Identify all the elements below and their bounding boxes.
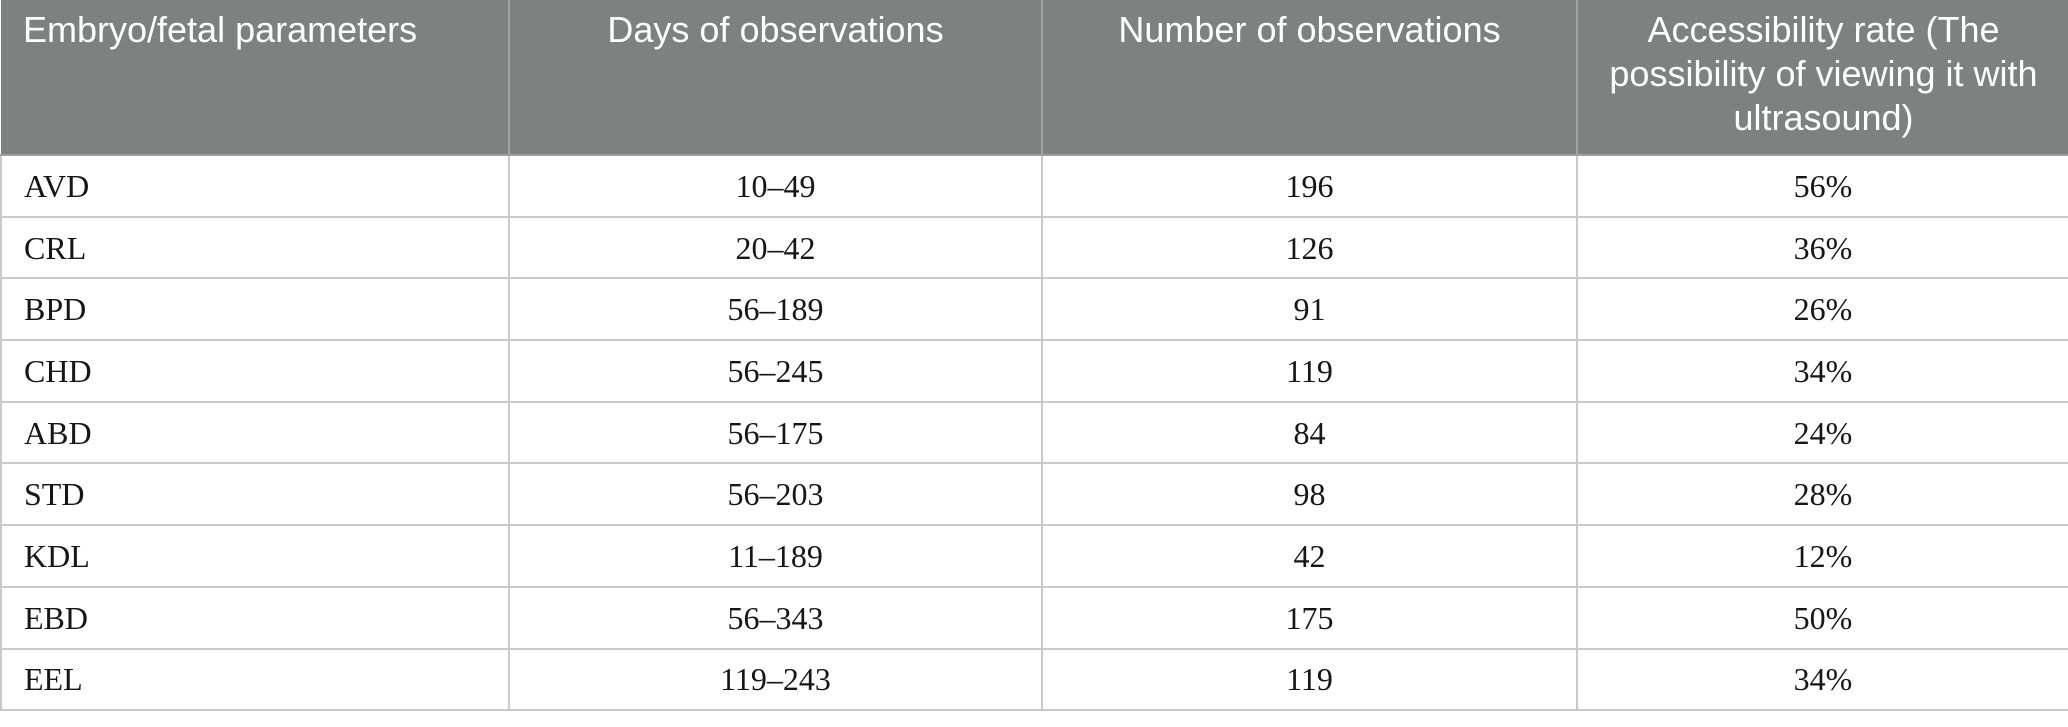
table-row: EEL 119–243 119 34% (0, 647, 2068, 712)
table-row: CRL 20–42 126 36% (0, 215, 2068, 280)
cell-accessibility: 36% (1576, 215, 2068, 280)
cell-days: 20–42 (508, 215, 1043, 280)
column-header-accessibility: Accessibility rate (The possibility of v… (1576, 0, 2068, 156)
cell-observations: 84 (1041, 400, 1578, 465)
cell-observations: 119 (1041, 647, 1578, 712)
cell-accessibility: 28% (1576, 462, 2068, 527)
cell-parameter: KDL (0, 524, 510, 588)
cell-days: 56–245 (508, 339, 1043, 403)
cell-days: 56–343 (508, 585, 1043, 650)
cell-accessibility: 56% (1576, 154, 2068, 218)
cell-days: 56–189 (508, 277, 1043, 342)
table-row: AVD 10–49 196 56% (0, 154, 2068, 218)
cell-days: 56–203 (508, 462, 1043, 527)
column-header-days: Days of observations (508, 0, 1042, 156)
cell-accessibility: 50% (1576, 585, 2068, 650)
table-row: ABD 56–175 84 24% (0, 400, 2068, 465)
cell-days: 10–49 (508, 154, 1043, 218)
cell-observations: 119 (1041, 339, 1578, 403)
cell-accessibility: 34% (1576, 339, 2068, 403)
table-row: EBD 56–343 175 50% (0, 585, 2068, 650)
cell-observations: 91 (1041, 277, 1578, 342)
table-body: AVD 10–49 196 56% CRL 20–42 126 36% BPD … (0, 154, 2068, 712)
cell-observations: 42 (1041, 524, 1578, 588)
table-header: Embryo/fetal parameters Days of observat… (1, 0, 2068, 156)
table-row: STD 56–203 98 28% (0, 462, 2068, 527)
column-header-parameters: Embryo/fetal parameters (1, 0, 509, 156)
cell-observations: 175 (1041, 585, 1578, 650)
cell-observations: 196 (1041, 154, 1578, 218)
cell-accessibility: 12% (1576, 524, 2068, 588)
cell-parameter: CHD (0, 339, 510, 403)
cell-observations: 98 (1041, 462, 1578, 527)
cell-days: 119–243 (508, 647, 1043, 712)
cell-accessibility: 26% (1576, 277, 2068, 342)
table-row: KDL 11–189 42 12% (0, 524, 2068, 588)
observations-table: Embryo/fetal parameters Days of observat… (0, 0, 2068, 712)
cell-parameter: BPD (0, 277, 510, 342)
column-header-number: Number of observations (1041, 0, 1577, 156)
cell-parameter: AVD (0, 154, 510, 218)
cell-parameter: STD (0, 462, 510, 527)
header-row: Embryo/fetal parameters Days of observat… (1, 0, 2068, 156)
cell-parameter: EEL (0, 647, 510, 712)
cell-accessibility: 24% (1576, 400, 2068, 465)
cell-days: 56–175 (508, 400, 1043, 465)
cell-parameter: CRL (0, 215, 510, 280)
cell-parameter: ABD (0, 400, 510, 465)
table-row: BPD 56–189 91 26% (0, 277, 2068, 342)
cell-observations: 126 (1041, 215, 1578, 280)
table-row: CHD 56–245 119 34% (0, 339, 2068, 403)
cell-accessibility: 34% (1576, 647, 2068, 712)
cell-parameter: EBD (0, 585, 510, 650)
cell-days: 11–189 (508, 524, 1043, 588)
